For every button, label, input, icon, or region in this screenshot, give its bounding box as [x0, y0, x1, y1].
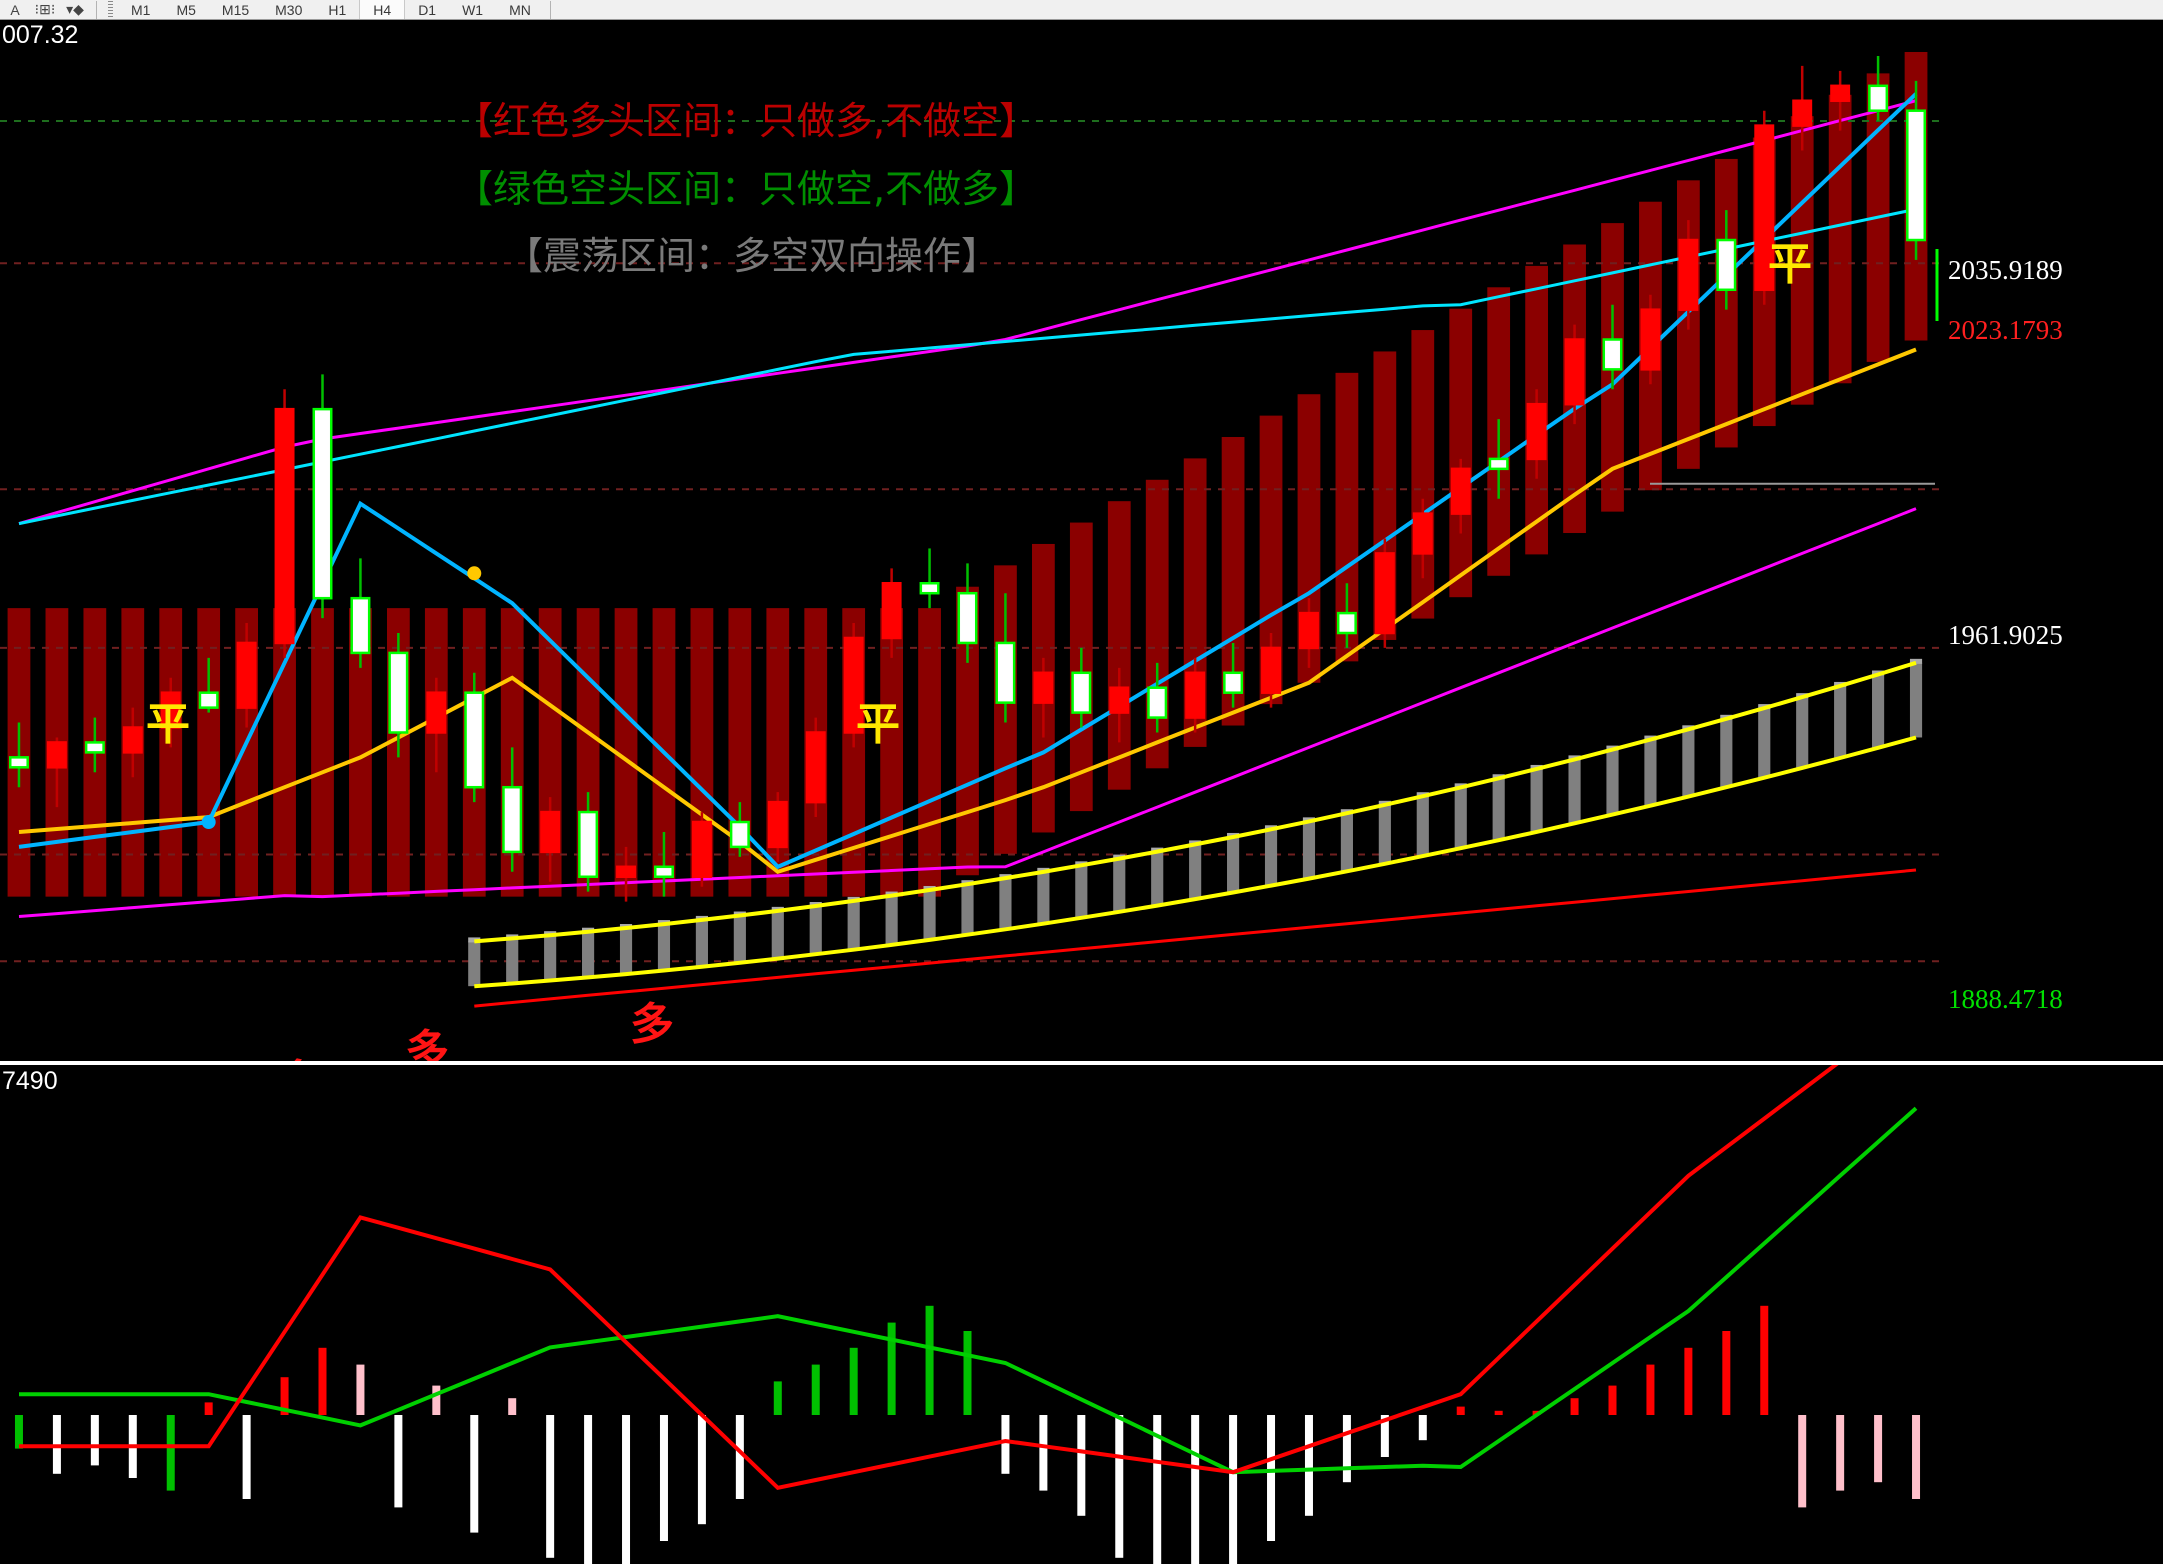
price-chart-pane[interactable]: 2035.9189 2023.1793 1961.9025 1888.4718 007… [0, 21, 2163, 1061]
chevron-down-icon[interactable]: ▾◆ [66, 1, 84, 17]
macd-indicator-pane[interactable]: 7490 [0, 1065, 2163, 1564]
price-label-1: 2023.1793 [1948, 315, 2063, 345]
timeframe-w1[interactable]: W1 [462, 1, 484, 18]
toolbar-divider [96, 0, 97, 19]
price-label-0: 2035.9189 [1948, 255, 2063, 285]
timeframe-m15[interactable]: M15 [221, 1, 250, 18]
crosshair-icon[interactable]: ⁝⊞⁝ [34, 1, 56, 17]
timeframe-mn[interactable]: MN [509, 1, 531, 18]
timeframe-m5[interactable]: M5 [176, 1, 196, 18]
macd-lines [19, 1065, 1918, 1490]
price-label-2: 1961.9025 [1948, 620, 2063, 650]
price-chart-canvas[interactable]: 2035.9189 2023.1793 1961.9025 1888.4718 [0, 21, 2163, 1061]
main-toolbar[interactable]: A ⁝⊞⁝ ▾◆ M1 M5 M15 M30 H1 H4 D1 W1 MN [0, 0, 2163, 20]
price-axis-labels: 2035.9189 2023.1793 1961.9025 1888.4718 [1935, 249, 2063, 1014]
macd-histogram [14, 1305, 1921, 1564]
timeframe-d1[interactable]: D1 [418, 1, 437, 18]
text-tool-icon[interactable]: A [10, 1, 20, 18]
timeframe-h1[interactable]: H1 [328, 1, 347, 18]
toolbar-divider-2 [549, 0, 551, 19]
toolbar-grip[interactable] [108, 0, 113, 19]
timeframe-h4[interactable]: H4 [359, 0, 406, 19]
indicator-lines [18, 92, 1918, 1008]
timeframe-m30[interactable]: M30 [275, 1, 303, 18]
candlestick-series [8, 55, 1927, 902]
bull-zone-background [7, 51, 1928, 897]
price-label-3: 1888.4718 [1948, 984, 2063, 1014]
macd-canvas[interactable] [0, 1065, 2163, 1564]
timeframe-m1[interactable]: M1 [131, 1, 151, 18]
pane-separator [0, 1061, 2163, 1065]
